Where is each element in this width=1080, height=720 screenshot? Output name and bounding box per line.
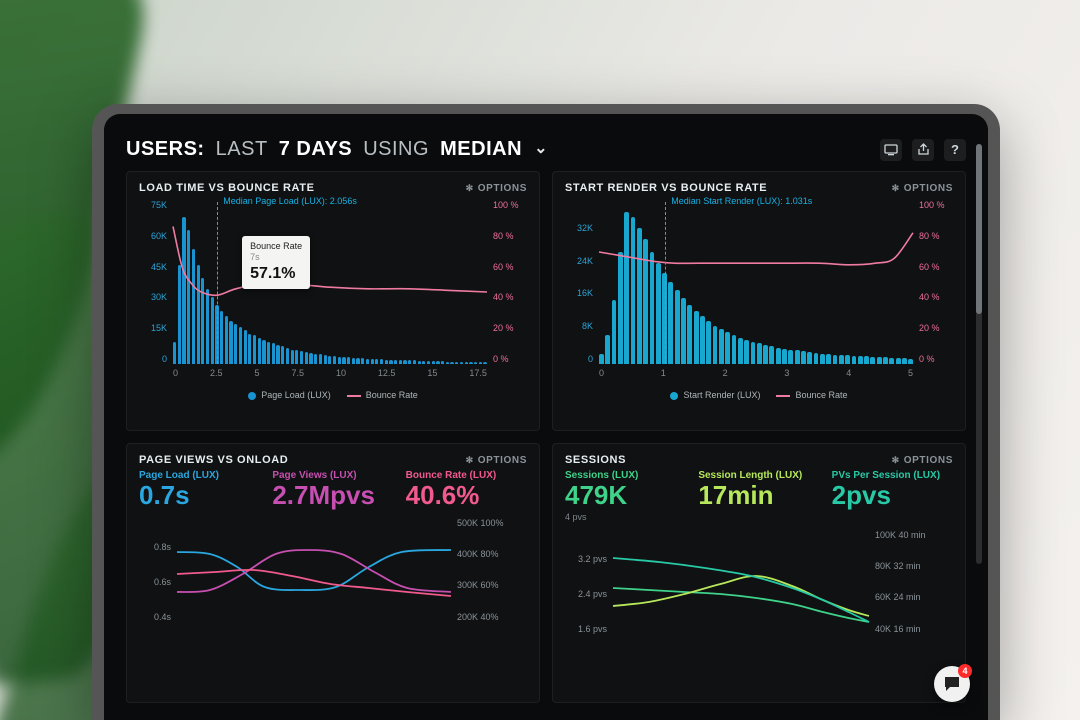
panel-load-time-vs-bounce: LOAD TIME VS BOUNCE RATE OPTIONS 75K60K4… (126, 171, 540, 431)
chat-widget[interactable]: 4 (934, 666, 970, 702)
metric: Sessions (LUX)479K4 pvs (565, 470, 686, 522)
chevron-down-icon[interactable]: ⌄ (534, 138, 548, 158)
laptop-frame: USERS: LAST 7 DAYS USING MEDIAN ⌄ ? LOAD… (92, 104, 1000, 720)
metric: PVs Per Session (LUX)2pvs (832, 470, 953, 522)
options-button[interactable]: OPTIONS (892, 455, 953, 466)
monitor-icon[interactable] (880, 139, 902, 161)
options-button[interactable]: OPTIONS (466, 183, 527, 194)
options-button[interactable]: OPTIONS (466, 455, 527, 466)
dashboard-screen: USERS: LAST 7 DAYS USING MEDIAN ⌄ ? LOAD… (104, 114, 988, 720)
metric: Page Views (LUX)2.7Mpvs (272, 470, 393, 510)
panel-start-render-vs-bounce: START RENDER VS BOUNCE RATE OPTIONS 32K2… (552, 171, 966, 431)
panel-page-views-vs-onload: PAGE VIEWS VS ONLOAD OPTIONS Page Load (… (126, 443, 540, 703)
metric: Session Length (LUX)17min (698, 470, 819, 522)
metric: Bounce Rate (LUX)40.6% (406, 470, 527, 510)
panel-title: PAGE VIEWS VS ONLOAD (139, 454, 288, 466)
panel-sessions: SESSIONS OPTIONS Sessions (LUX)479K4 pvs… (552, 443, 966, 703)
panel-title: SESSIONS (565, 454, 626, 466)
chart-tooltip: Bounce Rate 7s 57.1% (242, 236, 310, 289)
notification-badge: 4 (958, 664, 972, 678)
panel-title: LOAD TIME VS BOUNCE RATE (139, 182, 315, 194)
options-button[interactable]: OPTIONS (892, 183, 953, 194)
share-icon[interactable] (912, 139, 934, 161)
page-title[interactable]: USERS: LAST 7 DAYS USING MEDIAN ⌄ (126, 138, 548, 161)
help-icon[interactable]: ? (944, 139, 966, 161)
metric: Page Load (LUX)0.7s (139, 470, 260, 510)
panel-title: START RENDER VS BOUNCE RATE (565, 182, 767, 194)
scrollbar[interactable] (976, 144, 982, 564)
